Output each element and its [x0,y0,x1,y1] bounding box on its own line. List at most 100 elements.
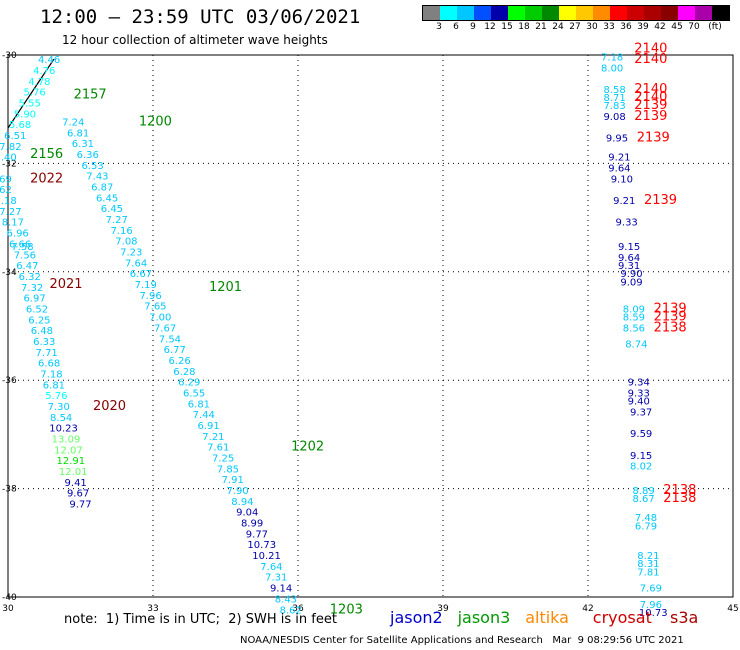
wave-height-value: 8.17 [2,218,24,229]
wave-height-value: 7.18 [40,369,62,380]
scale-swatch [593,6,610,20]
legend-jason2: jason2 [390,608,443,627]
pass-time-label: 2139 [634,98,667,113]
wave-height-value: 4.78 [28,77,50,88]
wave-height-value: 9.40 [628,397,650,408]
wave-height-value: 12.91 [57,456,86,467]
wave-height-value: 9.37 [630,407,652,418]
wave-height-value: 9.09 [620,277,642,288]
wave-height-value: 7.69 [0,174,12,185]
x-tick-label: 45 [727,604,738,614]
wave-height-value: 10.21 [252,551,281,562]
pass-time-label: 2157 [74,87,107,102]
wave-height-value: 8.43 [275,594,297,605]
plot-frame [7,54,734,598]
scale-label: 39 [637,22,649,32]
wave-height-value: 9.95 [606,134,628,145]
wave-height-value: 7.85 [217,464,239,475]
wave-height-value: 6.53 [81,161,103,172]
scale-label: 12 [484,22,496,32]
pass-time-label: 1202 [291,440,324,455]
wave-height-value: 6.26 [168,356,190,367]
wave-height-value: 6.25 [28,315,50,326]
wave-height-value: 7.24 [62,117,84,128]
scale-label: 21 [535,22,547,32]
scale-label: 6 [453,22,459,32]
pass-time-label: 2022 [30,171,63,186]
wave-height-value: 4.76 [33,66,55,77]
scale-label: 15 [501,22,513,32]
pass-time-label: 2139 [644,193,677,208]
wave-height-value: 12.07 [54,445,83,456]
wave-height-value: 6.81 [67,128,89,139]
scale-label: 33 [603,22,615,32]
wave-height-value: 6.79 [635,521,657,532]
wave-height-value: 8.00 [601,63,623,74]
y-tick-label: -36 [2,376,17,386]
pass-time-label: 2139 [654,310,687,325]
wave-height-value: 9.10 [611,174,633,185]
wave-height-value: 7.00 [149,313,171,324]
wave-height-value: 8.67 [632,494,654,505]
wave-height-value: 9.64 [608,164,630,175]
wave-height-value: 9.21 [613,196,635,207]
wave-height-value: 8.54 [50,413,72,424]
scale-swatch [610,6,627,20]
wave-height-value: 7.27 [106,215,128,226]
wave-height-value: 7.65 [144,302,166,313]
pass-time-label: 2140 [634,41,667,56]
wave-height-value: 7.44 [193,410,215,421]
scale-swatch [712,6,729,20]
wave-height-value: 10.73 [247,540,276,551]
x-tick-label: 39 [437,604,449,614]
wave-height-value: 8.58 [603,85,625,96]
pass-time-label: 2156 [30,147,63,162]
pass-time-label: 2140 [634,82,667,97]
wave-height-value: 7.32 [21,283,43,294]
wave-height-value: 5.68 [9,120,31,131]
wave-height-value: 6.66 [9,239,31,250]
wave-height-value: 6.32 [19,272,41,283]
scale-swatch [525,6,542,20]
wave-height-value: 6.87 [91,183,113,194]
wave-height-value: 10.73 [639,608,668,619]
wave-height-value: 6.31 [72,139,94,150]
wave-height-value: 6.51 [4,131,26,142]
scale-label: 9 [470,22,476,32]
wave-height-value: 9.41 [65,478,87,489]
wave-height-value: 9.59 [630,429,652,440]
wave-height-value: 8.21 [637,551,659,562]
wave-height-value: 7.71 [36,348,58,359]
y-tick-label: -40 [2,593,17,603]
scale-swatch [542,6,559,20]
y-tick-label: -30 [2,51,17,61]
scale-swatch [457,6,474,20]
scale-swatch [661,6,678,20]
wave-height-value: 8.74 [625,340,647,351]
wave-height-value: 9.33 [616,218,638,229]
pass-time-label: 2140 [634,90,667,105]
wave-height-value: 7.31 [265,573,287,584]
legend-cryosat: cryosat [592,608,652,627]
wave-height-value: 7.64 [260,562,282,573]
scale-label: 42 [654,22,666,32]
wave-height-value: 10.23 [49,424,78,435]
wave-height-value: 7.18 [0,196,17,207]
wave-height-value: 7.08 [115,237,137,248]
wave-height-value: 9.34 [628,378,650,389]
wave-height-value: 7.83 [603,101,625,112]
wave-height-value: 4.46 [38,55,60,66]
pass-time-label: 1203 [330,602,363,617]
wave-height-value: 7.96 [139,291,161,302]
scale-swatch [440,6,457,20]
wave-height-value: 9.15 [630,451,652,462]
y-tick-label: -38 [2,485,17,495]
wave-height-value: 7.96 [640,600,662,611]
wave-height-value: 7.30 [48,402,70,413]
scale-swatch [576,6,593,20]
wave-height-value: 9.08 [603,112,625,123]
wave-height-value: 7.61 [207,443,229,454]
wave-height-value: 7.54 [159,334,181,345]
y-tick-label: -32 [2,159,17,169]
footer-note: note: 1) Time is in UTC; 2) SWH is in fe… [64,612,337,627]
